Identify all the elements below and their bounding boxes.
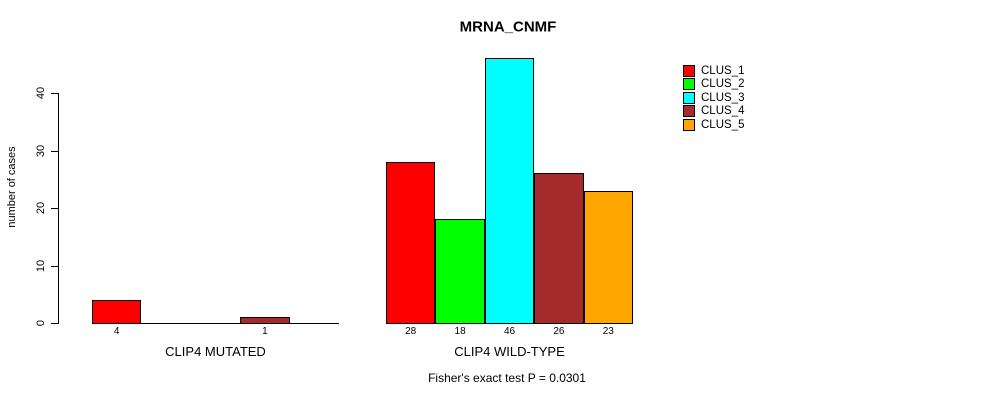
y-axis-tick-mark [51, 150, 58, 152]
legend-color-swatch [683, 78, 695, 91]
legend-color-swatch [683, 118, 695, 131]
y-axis-tick-label: 10 [35, 259, 47, 272]
group-baseline [92, 323, 339, 324]
bar-clus_1-wild-type [386, 162, 436, 324]
y-axis-tick-mark [51, 208, 58, 209]
legend-entry: CLUS_4 [683, 105, 744, 119]
legend-entry: CLUS_3 [683, 91, 744, 105]
legend: CLUS_1 CLUS_2 CLUS_3 CLUS_4 CLUS_5 [683, 64, 744, 132]
bar-clus_4-mutated [240, 317, 290, 324]
bar-clus_4-wild-type [534, 173, 584, 324]
legend-label: CLUS_3 [701, 91, 745, 104]
legend-color-swatch [683, 91, 695, 104]
bar-clus_1-mutated [92, 300, 142, 324]
legend-label: CLUS_4 [701, 105, 745, 118]
y-axis-tick-label: 20 [35, 201, 47, 215]
y-axis-tick-mark [51, 93, 58, 94]
legend-entry: CLUS_1 [683, 64, 744, 78]
x-axis-group-label: CLIP4 MUTATED [165, 344, 266, 359]
legend-entry: CLUS_5 [683, 118, 744, 132]
bar-value-label: 4 [113, 326, 120, 337]
bar-value-label: 23 [602, 326, 614, 337]
y-axis-title: number of cases [6, 146, 18, 228]
bar-value-label: 1 [262, 326, 268, 337]
bar-clus_2-wild-type [435, 219, 485, 324]
bar-value-label: 26 [553, 326, 565, 337]
y-axis-line [58, 93, 59, 324]
legend-label: CLUS_5 [701, 118, 745, 131]
y-axis-tick-mark [51, 265, 58, 267]
fisher-test-annotation: Fisher's exact test P = 0.0301 [428, 371, 586, 385]
legend-color-swatch [683, 105, 695, 118]
legend-color-swatch [683, 64, 695, 77]
y-axis-tick-label: 0 [35, 319, 47, 327]
bar-clus_5-wild-type [583, 191, 633, 324]
y-axis-tick-mark [51, 323, 58, 324]
chart-title: MRNA_CNMF [459, 18, 557, 36]
bar-value-label: 46 [503, 326, 516, 337]
y-axis-tick-label: 30 [35, 144, 47, 157]
legend-entry: CLUS_2 [683, 78, 744, 92]
x-axis-group-label: CLIP4 WILD-TYPE [454, 344, 565, 359]
bar-clus_3-wild-type [484, 58, 535, 324]
y-axis-tick-label: 40 [35, 86, 47, 100]
legend-label: CLUS_1 [701, 64, 745, 77]
legend-label: CLUS_2 [701, 78, 745, 91]
bar-value-label: 28 [405, 326, 417, 337]
bar-value-label: 18 [454, 326, 466, 337]
